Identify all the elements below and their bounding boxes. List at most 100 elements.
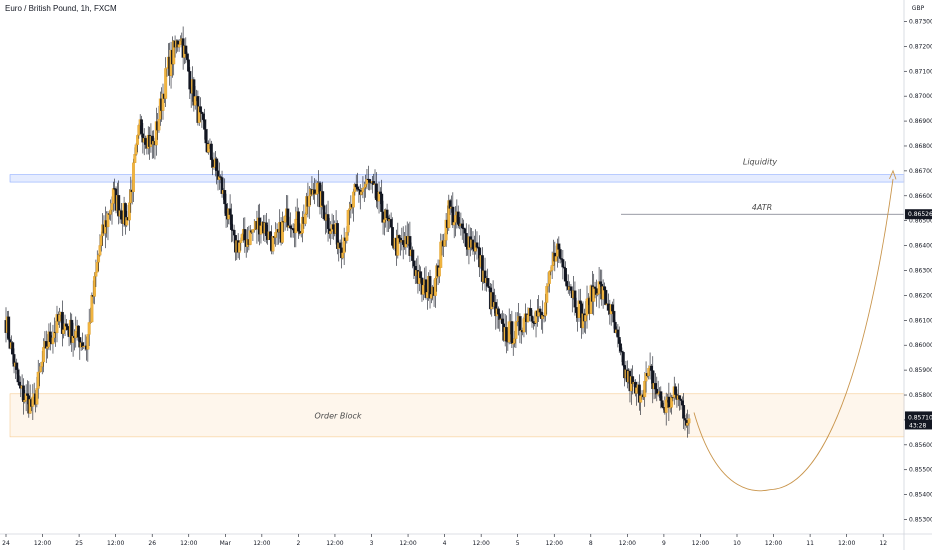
candle <box>539 311 543 330</box>
candle-body <box>99 235 103 246</box>
candle <box>321 181 325 210</box>
candle-body <box>7 316 11 340</box>
candle-body <box>313 189 317 195</box>
candle-body <box>51 337 55 345</box>
candle-body <box>239 240 243 243</box>
time-tick-label: 12:00 <box>473 540 490 547</box>
candle-body <box>97 255 101 263</box>
candle <box>7 310 11 342</box>
candle-body <box>564 267 568 282</box>
candle <box>119 202 123 220</box>
candle <box>510 310 514 348</box>
candle-body <box>364 183 368 188</box>
candle-body <box>621 352 625 366</box>
candle-body <box>77 325 80 338</box>
candle <box>377 181 381 214</box>
candle-body <box>487 286 491 288</box>
candle-body <box>573 290 577 308</box>
candle-body <box>368 179 372 183</box>
candle <box>561 249 565 280</box>
candle <box>74 316 78 348</box>
candle-body <box>74 331 78 339</box>
chart-title: Euro / British Pound, 1h, FXCM <box>5 4 117 13</box>
candle-body <box>429 294 433 299</box>
candle <box>368 179 372 191</box>
candle-body <box>322 205 326 220</box>
candle <box>687 414 691 434</box>
candle-body <box>456 211 460 225</box>
candle-body <box>31 396 35 407</box>
candle-body <box>137 125 141 136</box>
candle-body <box>464 233 468 247</box>
candle-body <box>26 393 29 396</box>
atr-price-tag: 0.86526 <box>905 209 932 220</box>
price-tick-label: 0.87200 <box>909 43 932 50</box>
price-tick-label: 0.85600 <box>909 442 932 449</box>
candle <box>656 380 660 397</box>
candle-body <box>569 286 573 291</box>
candle-body <box>419 271 423 279</box>
candle <box>552 239 555 266</box>
candle-body <box>134 144 138 155</box>
candle-body <box>201 113 205 120</box>
candle <box>93 272 97 305</box>
candle-body <box>188 71 192 90</box>
time-axis[interactable]: 24 12:00 25 12:00 26 12:00 Mar 12:00 2 12:00 3 12:0… <box>0 533 932 547</box>
candle <box>507 308 511 345</box>
annotation-layer: Liquidity Order Block 4ATR <box>314 158 777 421</box>
time-tick-label: 12:00 <box>107 540 124 547</box>
order-block-zone <box>9 393 905 438</box>
candle-body <box>184 45 188 54</box>
time-tick-label: 12:00 <box>399 540 416 547</box>
candle-body <box>619 343 623 352</box>
candle <box>117 180 121 225</box>
candle-body <box>348 208 351 211</box>
price-tick-label: 0.85400 <box>909 492 932 499</box>
candle <box>447 194 451 231</box>
candle-body <box>678 395 682 400</box>
candle-body <box>127 202 131 221</box>
candle-body <box>207 143 211 153</box>
candle-body <box>341 252 345 259</box>
candle-body <box>136 135 139 145</box>
candle-body <box>98 245 102 256</box>
candle-body <box>303 213 307 224</box>
candle-body <box>378 191 382 195</box>
candle-body <box>501 318 504 324</box>
candle-body <box>550 265 554 271</box>
candle-body <box>683 418 687 421</box>
candle <box>601 279 605 309</box>
price-axis[interactable]: GBP 0.87300 0.87200 0.87100 0.87000 0.86900 0.… <box>903 0 932 550</box>
candle-body <box>611 304 614 312</box>
candle-body <box>338 242 342 248</box>
candle-body <box>326 214 330 230</box>
candle-body <box>187 59 190 72</box>
candle-body <box>95 262 99 273</box>
price-tick-label: 0.86200 <box>909 292 932 299</box>
candle-body <box>283 215 287 223</box>
candle <box>188 67 192 100</box>
candle <box>433 276 437 308</box>
candle-body <box>94 271 98 277</box>
time-tick-label: 26 <box>148 540 156 547</box>
candle <box>498 312 502 332</box>
candle <box>289 212 292 238</box>
candle-body <box>294 218 298 234</box>
candle <box>169 41 173 89</box>
price-tick-label: 0.86400 <box>909 243 932 250</box>
candle-body <box>307 195 311 207</box>
candle-body <box>39 366 43 372</box>
candle-body <box>354 184 358 188</box>
candle <box>161 83 165 120</box>
candle-body <box>543 302 547 316</box>
candle-body <box>15 362 19 370</box>
candle <box>274 222 278 247</box>
projection-curve <box>693 178 894 492</box>
price-tick-label: 0.85300 <box>909 517 932 524</box>
candle <box>577 289 581 322</box>
candle-body <box>584 315 588 322</box>
candle <box>474 229 478 255</box>
candle <box>286 195 290 231</box>
candle-body <box>133 154 137 164</box>
